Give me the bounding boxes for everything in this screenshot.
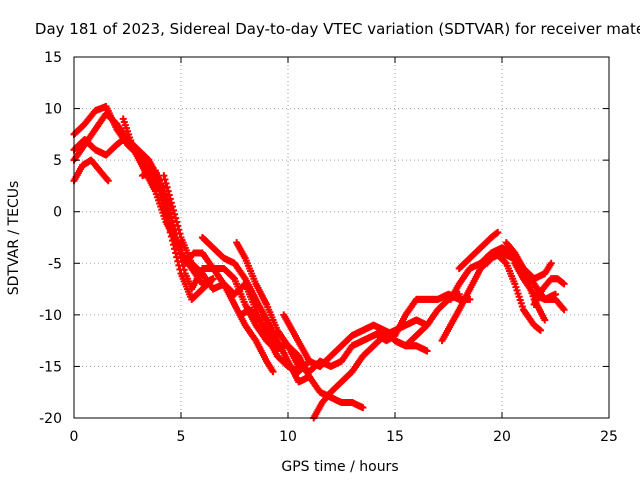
- y-tick-label: -15: [39, 359, 62, 375]
- series-arc-17: [455, 228, 502, 272]
- data-point: [560, 280, 568, 288]
- x-tick-label: 15: [386, 429, 404, 445]
- data-point: [537, 326, 545, 334]
- series-arc-19: [502, 239, 555, 283]
- data-point: [119, 136, 127, 144]
- data-point: [164, 187, 172, 195]
- chart-title: Day 181 of 2023, Sidereal Day-to-day VTE…: [35, 20, 640, 38]
- series-arc-4: [70, 136, 127, 159]
- plot-frame: [73, 56, 610, 419]
- data-point: [174, 222, 182, 230]
- data-point: [494, 228, 502, 236]
- x-tick-label: 0: [70, 429, 79, 445]
- series-arc-18: [483, 249, 545, 334]
- x-tick-label: 5: [177, 429, 186, 445]
- data-point: [104, 177, 112, 185]
- data-points: [70, 103, 568, 422]
- y-tick-label: -10: [39, 308, 62, 324]
- y-tick-label: 15: [44, 50, 62, 66]
- x-tick-label: 20: [493, 429, 511, 445]
- x-axis-label: GPS time / hours: [281, 459, 398, 475]
- data-point: [167, 199, 175, 207]
- data-point: [501, 258, 509, 266]
- y-tick-label: -5: [48, 256, 62, 272]
- y-axis-label: SDTVAR / TECUs: [6, 181, 22, 296]
- data-point: [423, 347, 431, 355]
- data-point: [547, 259, 555, 267]
- series-arc-1: [70, 110, 217, 288]
- data-point: [175, 226, 183, 234]
- data-point: [162, 179, 170, 187]
- data-point: [165, 191, 173, 199]
- data-point: [168, 203, 176, 211]
- data-point: [180, 266, 188, 274]
- data-point: [359, 404, 367, 412]
- data-point: [166, 195, 174, 203]
- y-tick-label: 5: [53, 153, 62, 169]
- series-arc-3: [70, 156, 112, 185]
- series-arc-13: [374, 290, 474, 345]
- data-point: [176, 230, 184, 238]
- data-point: [172, 214, 180, 222]
- x-tick-label: 25: [600, 429, 618, 445]
- data-point: [173, 218, 181, 226]
- y-tick-label: 0: [53, 205, 62, 221]
- data-point: [171, 210, 179, 218]
- data-point: [541, 316, 549, 324]
- y-tick-label: -20: [39, 411, 62, 427]
- data-point: [160, 172, 168, 180]
- y-tick-label: 10: [44, 102, 62, 118]
- data-point: [269, 368, 277, 376]
- series-arc-21: [530, 275, 568, 309]
- x-tick-label: 10: [279, 429, 297, 445]
- axis-ticks: 0 5 10 15 20 25 -20 -15 -10 -5 0 5 10 15: [39, 50, 618, 445]
- data-point: [229, 274, 237, 282]
- series-arc-12: [310, 316, 431, 422]
- data-point: [170, 206, 178, 214]
- data-point: [559, 304, 567, 312]
- data-point: [560, 306, 568, 314]
- data-point: [103, 175, 111, 183]
- data-point: [163, 183, 171, 191]
- data-point: [209, 275, 217, 283]
- data-point: [161, 175, 169, 183]
